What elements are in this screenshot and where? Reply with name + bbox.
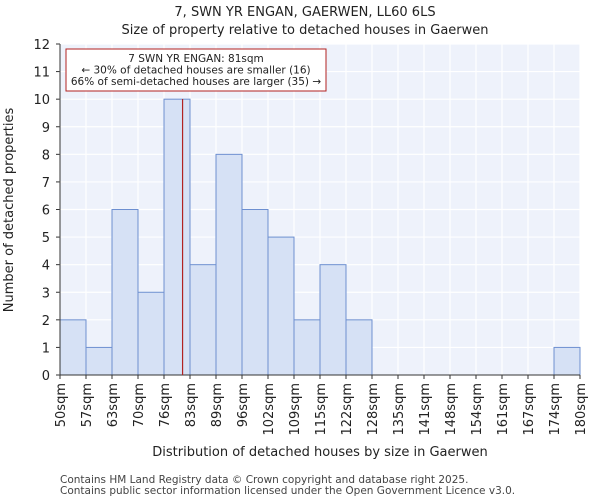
y-tick-label: 7 (42, 176, 50, 191)
y-tick-label: 5 (42, 231, 50, 246)
y-tick-label: 1 (42, 341, 50, 356)
y-tick-label: 11 (33, 66, 50, 81)
x-tick-label: 180sqm (574, 383, 589, 436)
x-tick-label: 57sqm (80, 383, 95, 427)
histogram-bar (163, 98, 191, 376)
x-tick-label: 154sqm (470, 383, 485, 436)
y-tick-label: 6 (42, 204, 50, 219)
x-tick-label: 115sqm (314, 383, 329, 436)
y-axis-label: Number of detached properties (2, 108, 17, 313)
x-tick-label: 50sqm (54, 383, 69, 427)
x-tick-label: 83sqm (184, 383, 199, 427)
x-tick-label: 141sqm (418, 383, 433, 436)
histogram-bar (293, 319, 321, 376)
y-tick-label: 0 (42, 369, 50, 384)
x-tick-label: 128sqm (366, 383, 381, 436)
y-tick-label: 10 (33, 93, 50, 108)
chart-title: 7, SWN YR ENGAN, GAERWEN, LL60 6LS (174, 5, 435, 20)
histogram-bar (59, 319, 87, 376)
footer-line-2: Contains public sector information licen… (60, 485, 515, 497)
x-axis-label: Distribution of detached houses by size … (152, 445, 487, 460)
x-tick-label: 161sqm (496, 383, 511, 436)
y-tick-label: 3 (42, 286, 50, 301)
histogram-bar (553, 346, 581, 376)
x-tick-label: 167sqm (522, 383, 537, 436)
x-tick-label: 135sqm (392, 383, 407, 436)
x-tick-label: 70sqm (132, 383, 147, 427)
histogram-bar (189, 264, 217, 376)
x-tick-label: 96sqm (236, 383, 251, 427)
footer-line-1: Contains HM Land Registry data © Crown c… (60, 474, 468, 486)
histogram-bar (137, 291, 165, 376)
x-tick-label: 122sqm (340, 383, 355, 436)
y-tick-label: 9 (42, 121, 50, 136)
x-tick-label: 174sqm (548, 383, 563, 436)
x-tick-label: 76sqm (158, 383, 173, 427)
y-tick-label: 4 (42, 259, 50, 274)
histogram-bar (267, 236, 295, 376)
histogram-bar (85, 346, 113, 376)
histogram-bar (241, 209, 269, 376)
annotation-line-2: ← 30% of detached houses are smaller (16… (81, 65, 310, 77)
x-tick-label: 89sqm (210, 383, 225, 427)
x-tick-label: 148sqm (444, 383, 459, 436)
y-tick-label: 12 (33, 38, 50, 53)
annotation-line-3: 66% of semi-detached houses are larger (… (71, 76, 322, 88)
annotation-box (65, 48, 327, 92)
chart-subtitle: Size of property relative to detached ho… (121, 23, 488, 38)
y-tick-label: 2 (42, 314, 50, 329)
histogram-bar (319, 264, 347, 376)
histogram-bar (215, 153, 243, 376)
annotation-line-1: 7 SWN YR ENGAN: 81sqm (128, 53, 264, 65)
x-tick-label: 63sqm (106, 383, 121, 427)
x-tick-label: 102sqm (262, 383, 277, 436)
histogram-bar (345, 319, 373, 376)
x-tick-label: 109sqm (288, 383, 303, 436)
y-tick-label: 8 (42, 148, 50, 163)
histogram-bar (111, 209, 139, 376)
